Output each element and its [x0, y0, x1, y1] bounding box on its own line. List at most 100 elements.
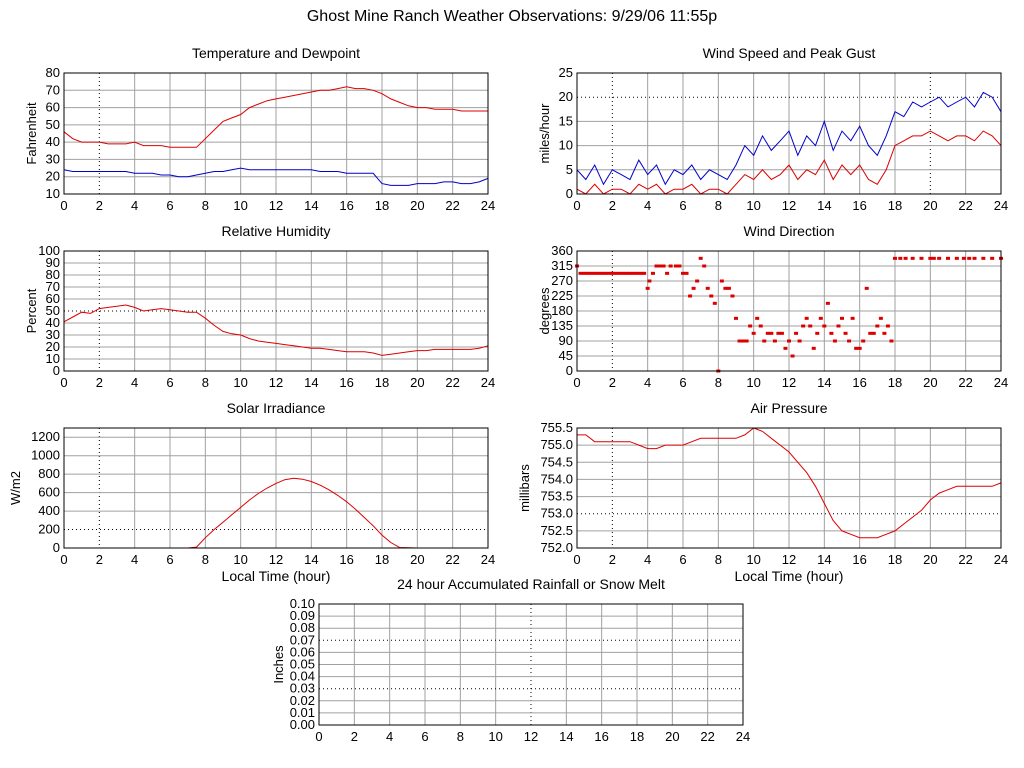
data-point: [702, 264, 707, 268]
data-point: [589, 271, 594, 275]
x-tick-label: 6: [679, 552, 686, 567]
x-tick-label: 6: [166, 198, 173, 213]
data-point: [928, 256, 933, 260]
y-tick-label: 270: [551, 273, 573, 288]
y-tick-label: 1000: [31, 448, 60, 463]
data-point: [903, 256, 908, 260]
data-point: [658, 264, 663, 268]
data-point: [783, 346, 788, 350]
data-point: [755, 316, 760, 320]
x-tick-label: 2: [609, 375, 616, 390]
data-point: [765, 331, 770, 335]
x-tick-label: 0: [60, 552, 67, 567]
x-tick-label: 14: [304, 375, 318, 390]
data-point: [931, 256, 936, 260]
y-tick-label: 25: [559, 65, 573, 80]
series-line: [576, 130, 1002, 195]
y-tick-label: 0.06: [290, 644, 315, 659]
chart-title: Wind Speed and Peak Gust: [703, 45, 876, 61]
x-tick-label: 4: [644, 375, 651, 390]
y-axis-label: degrees: [537, 287, 552, 334]
x-tick-label: 16: [339, 198, 353, 213]
data-point: [772, 339, 777, 343]
data-point: [691, 286, 696, 290]
y-axis-label: millibars: [517, 464, 532, 512]
data-point: [829, 331, 834, 335]
y-tick-label: 753.5: [540, 489, 573, 504]
plot-frame: [63, 427, 489, 549]
data-point: [889, 339, 894, 343]
x-tick-label: 20: [410, 375, 424, 390]
y-tick-label: 100: [38, 243, 60, 258]
data-point: [610, 271, 615, 275]
data-point: [885, 324, 890, 328]
x-tick-label: 22: [700, 729, 714, 744]
y-tick-label: 755.5: [540, 420, 573, 435]
y-tick-label: 0.07: [290, 632, 315, 647]
data-point: [871, 331, 876, 335]
y-tick-label: 40: [46, 134, 60, 149]
x-tick-label: 6: [421, 729, 428, 744]
x-tick-label: 18: [375, 552, 389, 567]
y-tick-label: 315: [551, 258, 573, 273]
x-tick-label: 24: [994, 375, 1008, 390]
data-point: [585, 271, 590, 275]
x-tick-label: 12: [269, 375, 283, 390]
x-tick-label: 18: [375, 198, 389, 213]
x-tick-label: 0: [573, 552, 580, 567]
data-point: [946, 256, 950, 260]
plot-frame: [63, 72, 489, 195]
data-point: [954, 256, 959, 260]
x-tick-label: 2: [351, 729, 358, 744]
data-point: [857, 346, 862, 350]
y-tick-label: 0: [53, 363, 60, 378]
x-tick-label: 12: [782, 552, 796, 567]
y-tick-label: 752.5: [540, 523, 573, 538]
y-tick-label: 50: [46, 117, 60, 132]
x-tick-label: 6: [166, 552, 173, 567]
x-tick-label: 22: [958, 375, 972, 390]
y-tick-label: 70: [46, 82, 60, 97]
x-tick-label: 24: [481, 375, 495, 390]
y-axis-label: W/m2: [8, 471, 23, 505]
x-tick-label: 12: [269, 552, 283, 567]
data-point: [776, 331, 781, 335]
x-tick-label: 10: [746, 198, 760, 213]
data-point: [748, 324, 753, 328]
x-tick-label: 24: [481, 552, 495, 567]
data-point: [661, 264, 666, 268]
x-tick-label: 4: [644, 552, 651, 567]
data-point: [832, 339, 837, 343]
series-line: [63, 86, 488, 148]
data-point: [751, 331, 756, 335]
x-tick-label: 2: [96, 552, 103, 567]
x-tick-label: 20: [665, 729, 679, 744]
x-tick-label: 12: [269, 198, 283, 213]
x-tick-label: 0: [573, 198, 580, 213]
x-tick-label: 22: [445, 198, 459, 213]
y-tick-label: 20: [46, 169, 60, 184]
y-tick-label: 755.0: [540, 437, 573, 452]
y-tick-label: 754.5: [540, 454, 573, 469]
y-tick-label: 20: [46, 339, 60, 354]
data-point: [631, 271, 636, 275]
x-tick-label: 18: [888, 552, 902, 567]
x-tick-label: 2: [609, 198, 616, 213]
x-tick-label: 6: [679, 375, 686, 390]
data-point: [744, 339, 749, 343]
x-tick-label: 10: [488, 729, 502, 744]
plot-frame: [63, 250, 489, 372]
y-tick-label: 0: [53, 540, 60, 555]
x-tick-label: 20: [410, 552, 424, 567]
y-tick-label: 10: [559, 138, 573, 153]
data-point: [654, 264, 659, 268]
data-point: [734, 316, 738, 320]
y-tick-label: 0: [566, 186, 573, 201]
x-tick-label: 18: [630, 729, 644, 744]
chart-title: Solar Irradiance: [227, 400, 326, 416]
y-tick-label: 600: [38, 485, 60, 500]
y-axis-label: Fahrenheit: [24, 102, 39, 165]
x-tick-label: 6: [679, 198, 686, 213]
x-tick-label: 16: [594, 729, 608, 744]
